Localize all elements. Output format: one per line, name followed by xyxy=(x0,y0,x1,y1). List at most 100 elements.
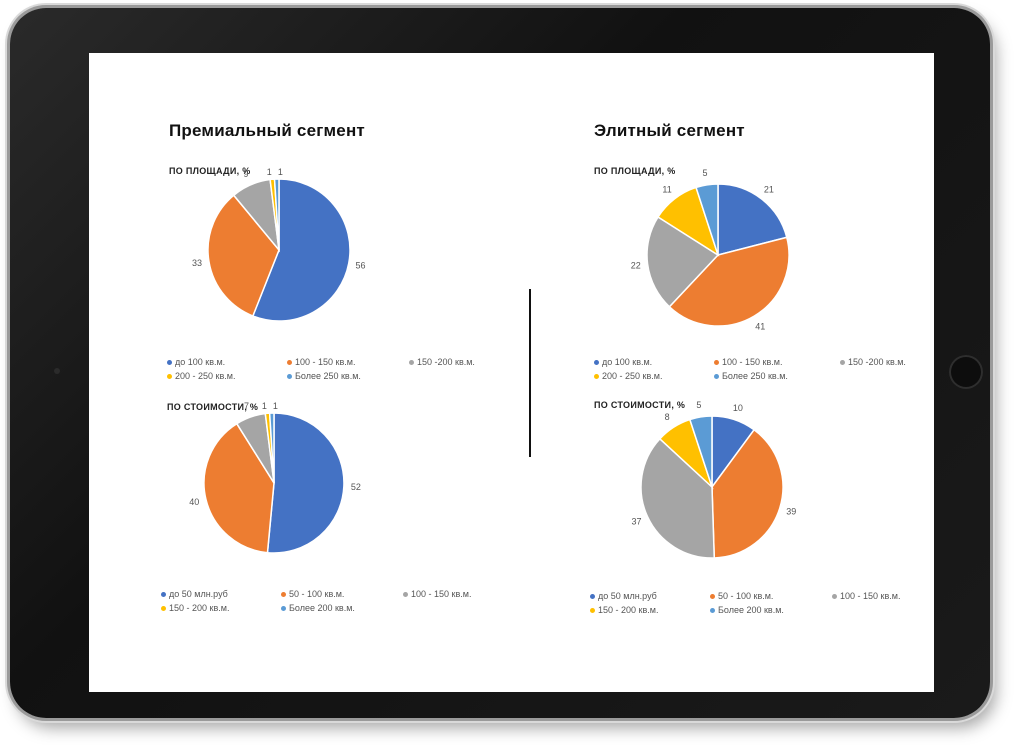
legend-swatch xyxy=(403,591,408,597)
pie-value-label: 10 xyxy=(733,403,743,413)
legend-label: 50 - 100 кв.м. xyxy=(718,591,774,601)
legend-label: Более 250 кв.м. xyxy=(722,371,788,381)
legend-label: 150 -200 кв.м. xyxy=(848,357,906,367)
legend-label: Более 250 кв.м. xyxy=(295,371,361,381)
legend-label: 100 - 150 кв.м. xyxy=(840,591,901,601)
legend-item: 100 - 150 кв.м. xyxy=(287,357,355,367)
pie-slice xyxy=(266,412,345,554)
legend-swatch xyxy=(710,607,715,613)
legend-label: Более 200 кв.м. xyxy=(289,603,355,613)
premium-segment: Премиальный сегмент ПО ПЛОЩАДИ, % 56 33 9 1… xyxy=(89,53,509,692)
legend-swatch xyxy=(594,359,599,365)
area-pie-chart: 56 33 9 1 1 xyxy=(192,167,366,322)
legend-item: Более 250 кв.м. xyxy=(714,371,788,381)
legend-swatch xyxy=(287,373,292,379)
legend-item: до 50 млн.руб xyxy=(161,589,228,599)
tablet-frame: Премиальный сегмент ПО ПЛОЩАДИ, % 56 33 9 1… xyxy=(10,8,990,718)
pie-value-label: 41 xyxy=(755,321,765,331)
pie-value-label: 1 xyxy=(273,401,278,411)
pie-slice xyxy=(273,178,280,251)
legend-swatch xyxy=(167,373,172,379)
legend-swatch xyxy=(167,359,172,365)
legend-label: 50 - 100 кв.м. xyxy=(289,589,345,599)
legend-label: 100 - 150 кв.м. xyxy=(411,589,472,599)
legend-swatch xyxy=(161,605,166,611)
legend-item: Более 200 кв.м. xyxy=(710,605,784,615)
camera-icon xyxy=(54,368,60,374)
cost-pie-chart: 52 40 7 1 1 xyxy=(189,401,361,554)
legend-item: 150 - 200 кв.м. xyxy=(161,603,229,613)
pie-value-label: 33 xyxy=(192,258,202,268)
legend-label: до 50 млн.руб xyxy=(598,591,657,601)
legend-label: 150 - 200 кв.м. xyxy=(598,605,659,615)
legend-item: Более 200 кв.м. xyxy=(281,603,355,613)
segment-divider xyxy=(529,289,531,457)
pie-value-label: 22 xyxy=(631,260,641,270)
area-subtitle: ПО ПЛОЩАДИ, % xyxy=(169,166,251,176)
legend-label: до 50 млн.руб xyxy=(169,589,228,599)
pie-value-label: 1 xyxy=(267,167,272,177)
pie-slice xyxy=(711,428,784,559)
legend-swatch xyxy=(714,373,719,379)
elite-segment: Элитный сегмент ПО ПЛОЩАДИ, % 21 41 22 11 5 … xyxy=(514,53,934,692)
legend-swatch xyxy=(594,373,599,379)
pie-value-label: 8 xyxy=(665,412,670,422)
legend-swatch xyxy=(832,593,837,599)
legend-swatch xyxy=(710,593,715,599)
pie-value-label: 40 xyxy=(189,497,199,507)
legend-item: до 50 млн.руб xyxy=(590,591,657,601)
legend-label: 200 - 250 кв.м. xyxy=(602,371,663,381)
pie-value-label: 39 xyxy=(786,507,796,517)
legend-swatch xyxy=(161,591,166,597)
legend-label: Более 200 кв.м. xyxy=(718,605,784,615)
legend-item: 50 - 100 кв.м. xyxy=(710,591,773,601)
legend-swatch xyxy=(714,359,719,365)
pie-value-label: 21 xyxy=(764,184,774,194)
legend-swatch xyxy=(409,359,414,365)
segment-title: Элитный сегмент xyxy=(594,121,745,140)
legend-item: до 100 кв.м. xyxy=(594,357,652,367)
pie-value-label: 7 xyxy=(244,401,249,411)
pie-value-label: 5 xyxy=(696,400,701,410)
legend-swatch xyxy=(287,359,292,365)
legend-item: 150 -200 кв.м. xyxy=(409,357,475,367)
legend-item: 200 - 250 кв.м. xyxy=(167,371,235,381)
area-subtitle: ПО ПЛОЩАДИ, % xyxy=(594,166,676,176)
pie-slice xyxy=(688,415,713,488)
tablet-screen: Премиальный сегмент ПО ПЛОЩАДИ, % 56 33 9 1… xyxy=(89,53,934,692)
pie-slice xyxy=(640,437,716,559)
pie-slice xyxy=(207,194,280,317)
pie-value-label: 1 xyxy=(278,167,283,177)
cost-pie-chart: 10 39 37 8 5 xyxy=(631,400,796,559)
legend-swatch xyxy=(281,591,286,597)
pie-value-label: 5 xyxy=(702,168,707,178)
pie-slice xyxy=(268,412,275,484)
cost-subtitle: ПО СТОИМОСТИ, % xyxy=(594,400,686,410)
legend-label: 100 - 150 кв.м. xyxy=(722,357,783,367)
legend-label: до 100 кв.м. xyxy=(175,357,226,367)
legend-item: 150 -200 кв.м. xyxy=(840,357,906,367)
cost-subtitle: ПО СТОИМОСТИ, % xyxy=(167,402,259,412)
pie-value-label: 9 xyxy=(243,169,248,179)
legend-item: 100 - 150 кв.м. xyxy=(714,357,782,367)
pie-value-label: 37 xyxy=(631,517,641,527)
pie-slice xyxy=(717,183,788,256)
home-button[interactable] xyxy=(949,355,983,389)
legend-label: 150 -200 кв.м. xyxy=(417,357,475,367)
pie-slice xyxy=(695,183,719,256)
segment-title: Премиальный сегмент xyxy=(169,121,365,140)
legend-swatch xyxy=(281,605,286,611)
legend-swatch xyxy=(840,359,845,365)
legend-label: до 100 кв.м. xyxy=(602,357,653,367)
pie-slice xyxy=(668,236,790,327)
legend-label: 200 - 250 кв.м. xyxy=(175,371,236,381)
pie-value-label: 56 xyxy=(355,261,365,271)
legend-swatch xyxy=(590,593,595,599)
legend-item: до 100 кв.м. xyxy=(167,357,225,367)
legend-swatch xyxy=(590,607,595,613)
legend-label: 100 - 150 кв.м. xyxy=(295,357,356,367)
legend-item: Более 250 кв.м. xyxy=(287,371,361,381)
pie-value-label: 1 xyxy=(262,401,267,411)
pie-slice xyxy=(646,215,720,308)
legend-item: 150 - 200 кв.м. xyxy=(590,605,658,615)
